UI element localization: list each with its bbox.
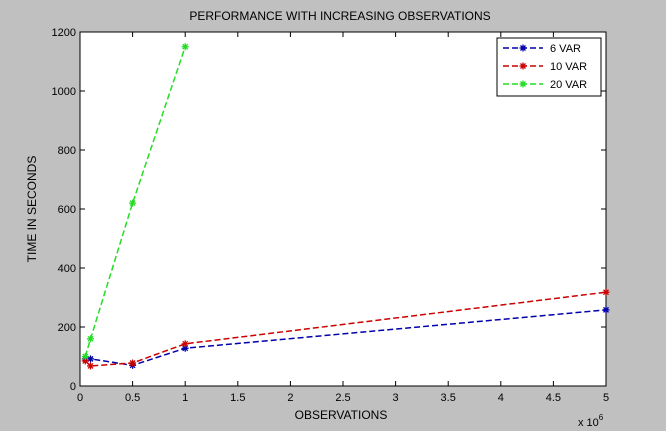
legend-entry-10-var: 10 VAR — [503, 61, 587, 73]
x-axis-multiplier: x 106 — [578, 413, 604, 429]
x-tick-label: 3 — [393, 392, 399, 404]
x-axis: 0 0.5 1 1.5 2 2.5 3 3.5 4 4.5 5 — [77, 32, 609, 404]
series-line-20-var — [84, 46, 186, 357]
y-tick-label: 400 — [58, 263, 76, 275]
x-axis-label: OBSERVATIONS — [295, 408, 388, 422]
legend: 6 VAR 10 VAR 20 VAR — [496, 37, 602, 97]
data-point-10-var — [129, 359, 137, 367]
x-tick-label: 3.5 — [441, 392, 456, 404]
data-point-20-var — [87, 335, 95, 343]
x-axis-multiplier-exponent: 6 — [599, 413, 604, 422]
data-point-20-var — [181, 43, 189, 51]
legend-entry-6-var: 6 VAR — [503, 43, 581, 55]
x-axis-multiplier-base: x 10 — [578, 417, 599, 429]
y-tick-label: 1000 — [52, 86, 76, 98]
data-point-10-var — [87, 362, 95, 370]
legend-marker — [519, 80, 527, 88]
legend-label: 6 VAR — [550, 43, 581, 55]
x-tick-label: 0 — [77, 392, 83, 404]
x-tick-label: 5 — [603, 392, 609, 404]
legend-label: 10 VAR — [550, 61, 587, 73]
legend-label: 20 VAR — [550, 79, 587, 91]
legend-marker — [519, 44, 527, 52]
y-tick-label: 1200 — [52, 27, 76, 39]
data-point-10-var — [181, 340, 189, 348]
x-tick-label: 2 — [287, 392, 293, 404]
y-axis-label: TIME IN SECONDS — [25, 156, 39, 263]
x-tick-label: 4.5 — [546, 392, 561, 404]
data-point-20-var — [81, 353, 89, 360]
x-tick-label: 1.5 — [230, 392, 245, 404]
series-20-var — [81, 43, 189, 360]
x-tick-label: 0.5 — [125, 392, 140, 404]
y-axis: 0 200 400 600 800 1000 1200 — [52, 27, 606, 393]
x-tick-label: 2.5 — [335, 392, 350, 404]
y-tick-label: 0 — [70, 381, 76, 393]
y-tick-label: 800 — [58, 145, 76, 157]
x-tick-label: 1 — [182, 392, 188, 404]
y-tick-label: 600 — [58, 204, 76, 216]
legend-entry-20-var: 20 VAR — [503, 79, 587, 91]
y-tick-label: 200 — [58, 322, 76, 334]
series-layer — [81, 43, 610, 370]
data-point-10-var — [602, 288, 610, 296]
data-point-6-var — [602, 306, 610, 314]
chart-title: PERFORMANCE WITH INCREASING OBSERVATIONS — [189, 9, 490, 23]
x-tick-label: 4 — [498, 392, 504, 404]
series-10-var — [81, 288, 610, 370]
data-point-20-var — [129, 199, 137, 207]
legend-marker — [519, 62, 527, 70]
